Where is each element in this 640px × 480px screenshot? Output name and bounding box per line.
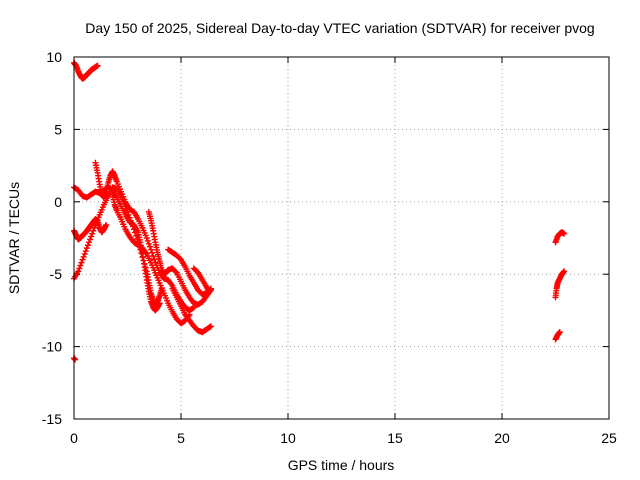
data-point (205, 287, 212, 294)
data-point (81, 250, 88, 257)
y-tick-label: -10 (42, 339, 62, 355)
data-point (131, 229, 138, 236)
y-tick-label: 5 (54, 121, 62, 137)
data-point (141, 261, 148, 268)
data-point (130, 226, 137, 233)
series-arc-5 (92, 159, 197, 314)
data-point (94, 62, 101, 69)
series-arc-4 (71, 184, 165, 308)
data-point (75, 268, 82, 275)
series-arc-9 (165, 246, 214, 298)
series-arc-1 (71, 59, 101, 82)
series-arc-6 (71, 216, 110, 243)
data-point (172, 268, 179, 275)
x-tick-label: 15 (387, 430, 403, 446)
data-point (561, 230, 568, 237)
data-point (87, 236, 94, 243)
data-point (148, 246, 155, 253)
data-point (91, 224, 98, 231)
data-point (78, 259, 85, 266)
series-arc-13 (552, 268, 568, 301)
data-point (133, 232, 140, 239)
x-tick-labels: 0 5 10 15 20 25 (70, 430, 617, 446)
data-point (143, 235, 150, 241)
data-point (88, 233, 95, 240)
y-tick-label: -15 (42, 411, 62, 427)
data-point (77, 262, 84, 269)
data-point (80, 253, 87, 260)
series-arc-10 (169, 285, 214, 336)
data-point (140, 257, 147, 264)
data-point (79, 256, 86, 263)
series-arc-12 (552, 229, 568, 246)
data-point (145, 240, 152, 247)
data-point (144, 237, 151, 244)
y-tick-labels: -15 -10 -5 0 5 10 (42, 49, 62, 427)
x-tick-label: 0 (70, 430, 78, 446)
series-arc-14 (552, 329, 563, 343)
data-point (103, 221, 110, 228)
x-tick-label: 25 (601, 430, 617, 446)
chart-title: Day 150 of 2025, Sidereal Day-to-day VTE… (85, 20, 594, 36)
data-point (138, 250, 145, 257)
data-point (82, 248, 89, 255)
data-point (146, 243, 153, 250)
data-point (134, 236, 141, 243)
data-point (207, 323, 214, 330)
data-point (149, 249, 156, 256)
data-point (84, 242, 91, 249)
plot-frame (73, 56, 610, 420)
data-point (89, 230, 96, 237)
data-point (85, 239, 92, 246)
y-axis-title: SDTVAR / TECUs (6, 182, 22, 294)
data-point (129, 223, 136, 230)
data-point (189, 305, 196, 312)
series-arc-3 (71, 184, 163, 314)
data-point (561, 268, 568, 275)
data-point (76, 265, 83, 272)
grid-lines (74, 57, 609, 419)
series-arc-8 (145, 208, 214, 308)
y-tick-label: 10 (46, 49, 62, 65)
x-tick-label: 5 (177, 430, 185, 446)
data-point (128, 220, 135, 227)
x-tick-label: 10 (280, 430, 296, 446)
y-tick-label: 0 (54, 194, 62, 210)
x-tick-label: 20 (494, 430, 510, 446)
data-point (139, 253, 146, 260)
data-point (150, 253, 157, 260)
series-arc-2 (71, 355, 79, 363)
data-point (83, 245, 90, 252)
data-point (90, 227, 97, 234)
data-point (72, 356, 79, 363)
data-point (556, 329, 563, 336)
data-point (126, 214, 133, 221)
data-point (142, 264, 149, 271)
x-axis-title: GPS time / hours (288, 457, 395, 473)
y-tick-label: -5 (50, 266, 63, 282)
data-points (71, 59, 568, 363)
data-point (127, 217, 134, 224)
series-arc-11 (190, 265, 212, 294)
data-point (206, 324, 213, 331)
data-point (125, 211, 132, 218)
